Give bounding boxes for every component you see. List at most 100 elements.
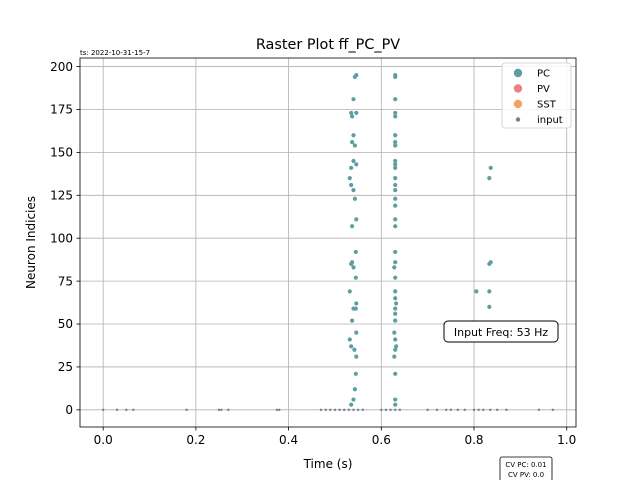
x-axis-label: Time (s) bbox=[303, 457, 353, 471]
spike-point-PC bbox=[351, 133, 356, 138]
spike-point-input bbox=[220, 408, 223, 412]
annotation-box bbox=[443, 320, 559, 343]
spike-point-input bbox=[505, 408, 508, 412]
spike-point-input bbox=[551, 408, 555, 412]
spike-point-PC bbox=[392, 330, 397, 335]
spike-point-PC bbox=[349, 402, 354, 407]
spike-point-PC bbox=[354, 330, 359, 335]
spike-point-input bbox=[185, 408, 188, 412]
timestamp-label: ts: 2022-10-31-15-7 bbox=[80, 49, 150, 57]
input-frequency-annotation: Input Freq: 53 Hz bbox=[443, 320, 559, 343]
spike-point-PC bbox=[349, 110, 354, 116]
spike-point-PC bbox=[393, 196, 398, 201]
spike-point-PC bbox=[354, 217, 359, 222]
spike-point-PC bbox=[353, 306, 358, 311]
spike-point-input bbox=[398, 408, 402, 412]
spike-point-PC bbox=[352, 143, 357, 148]
spike-point-PC bbox=[393, 140, 398, 145]
spike-point-PC bbox=[488, 260, 493, 265]
spike-point-input bbox=[324, 408, 327, 412]
spike-point-input bbox=[463, 408, 466, 412]
spike-point-PC bbox=[354, 110, 359, 116]
spike-point-PC bbox=[393, 337, 398, 342]
spike-point-input bbox=[275, 408, 279, 412]
spike-point-PC bbox=[393, 217, 398, 222]
spike-point-PC bbox=[474, 289, 479, 294]
spike-point-PC bbox=[393, 188, 398, 193]
y-tick-label: 125 bbox=[50, 189, 73, 203]
spike-point-input bbox=[472, 408, 476, 412]
spike-point-PC bbox=[393, 397, 398, 402]
spike-point-PC bbox=[393, 249, 398, 255]
axis-ticks: 0.0 0.2 0.4 0.6 0.8 1.0 0 25 50 75 100 125 150 175 200 bbox=[50, 60, 576, 447]
spike-point-PC bbox=[393, 182, 398, 188]
spike-point-input bbox=[435, 408, 439, 412]
spike-point-input bbox=[115, 408, 119, 412]
cv-pv-label: CV PV: 0.0 bbox=[508, 471, 544, 479]
spike-point-PC bbox=[393, 133, 398, 138]
x-tick-label: 0.8 bbox=[464, 433, 483, 447]
spike-point-PC bbox=[393, 260, 398, 265]
legend: PC PV SST input bbox=[501, 62, 572, 129]
spike-point-PC bbox=[393, 306, 398, 311]
spike-point-PC bbox=[350, 140, 355, 145]
spike-point-input bbox=[278, 408, 281, 412]
spike-point-PC bbox=[353, 275, 358, 280]
spike-point-PC bbox=[354, 73, 359, 78]
spike-point-PC bbox=[349, 344, 354, 349]
cv-stats: CV PC: 0.01 CV PV: 0.0 bbox=[499, 456, 553, 482]
legend-label-PV: PV bbox=[537, 84, 550, 95]
spike-point-input bbox=[352, 408, 355, 412]
spike-point-PC bbox=[352, 347, 357, 352]
legend-marker-PC bbox=[513, 68, 523, 78]
spike-point-PC bbox=[393, 371, 398, 376]
spike-point-input bbox=[380, 408, 383, 412]
legend-label-input: input bbox=[537, 115, 563, 126]
y-tick-label: 25 bbox=[58, 360, 73, 374]
spike-point-PC bbox=[353, 371, 358, 376]
spike-point-input bbox=[537, 408, 541, 412]
spike-point-PC bbox=[352, 387, 357, 392]
spike-point-PC bbox=[353, 249, 358, 255]
spike-point-input bbox=[449, 408, 453, 412]
y-tick-label: 150 bbox=[50, 146, 73, 160]
spike-point-PC bbox=[392, 354, 397, 359]
spike-point-input bbox=[482, 408, 485, 412]
spike-point-input bbox=[227, 408, 230, 412]
spike-point-PC bbox=[350, 318, 355, 323]
y-tick-label: 200 bbox=[50, 60, 73, 74]
spike-point-PC bbox=[393, 402, 398, 407]
spike-point-PC bbox=[352, 196, 357, 201]
spike-point-PC bbox=[393, 97, 398, 102]
spike-point-input bbox=[125, 408, 128, 412]
legend-box bbox=[501, 62, 572, 129]
spike-point-input bbox=[338, 408, 341, 412]
spike-point-PC bbox=[351, 265, 356, 270]
legend-label-SST: SST bbox=[537, 100, 557, 111]
spike-point-PC bbox=[487, 304, 492, 309]
spike-point-input bbox=[389, 408, 392, 412]
spike-point-input bbox=[426, 408, 429, 412]
x-tick-label: 0.4 bbox=[279, 433, 298, 447]
spike-point-input bbox=[394, 408, 397, 412]
spike-point-PC bbox=[393, 275, 398, 280]
spike-point-PC bbox=[487, 289, 492, 294]
spike-point-PC bbox=[393, 318, 398, 323]
spike-point-PC bbox=[393, 176, 398, 181]
spike-point-PC bbox=[354, 162, 359, 167]
spike-point-PC bbox=[393, 110, 398, 116]
spike-point-input bbox=[445, 408, 448, 412]
grid-lines bbox=[80, 58, 576, 427]
legend-marker-PV bbox=[513, 84, 523, 93]
spike-point-PC bbox=[350, 114, 355, 119]
legend-label-PC: PC bbox=[537, 69, 550, 80]
x-tick-label: 0.0 bbox=[94, 433, 113, 447]
legend-marker-input bbox=[515, 117, 521, 122]
annotation-text: Input Freq: 53 Hz bbox=[454, 326, 549, 339]
spike-point-input bbox=[496, 408, 499, 412]
spike-point-PC bbox=[347, 337, 352, 342]
spike-point-input bbox=[347, 408, 351, 412]
spike-point-input bbox=[343, 408, 346, 412]
